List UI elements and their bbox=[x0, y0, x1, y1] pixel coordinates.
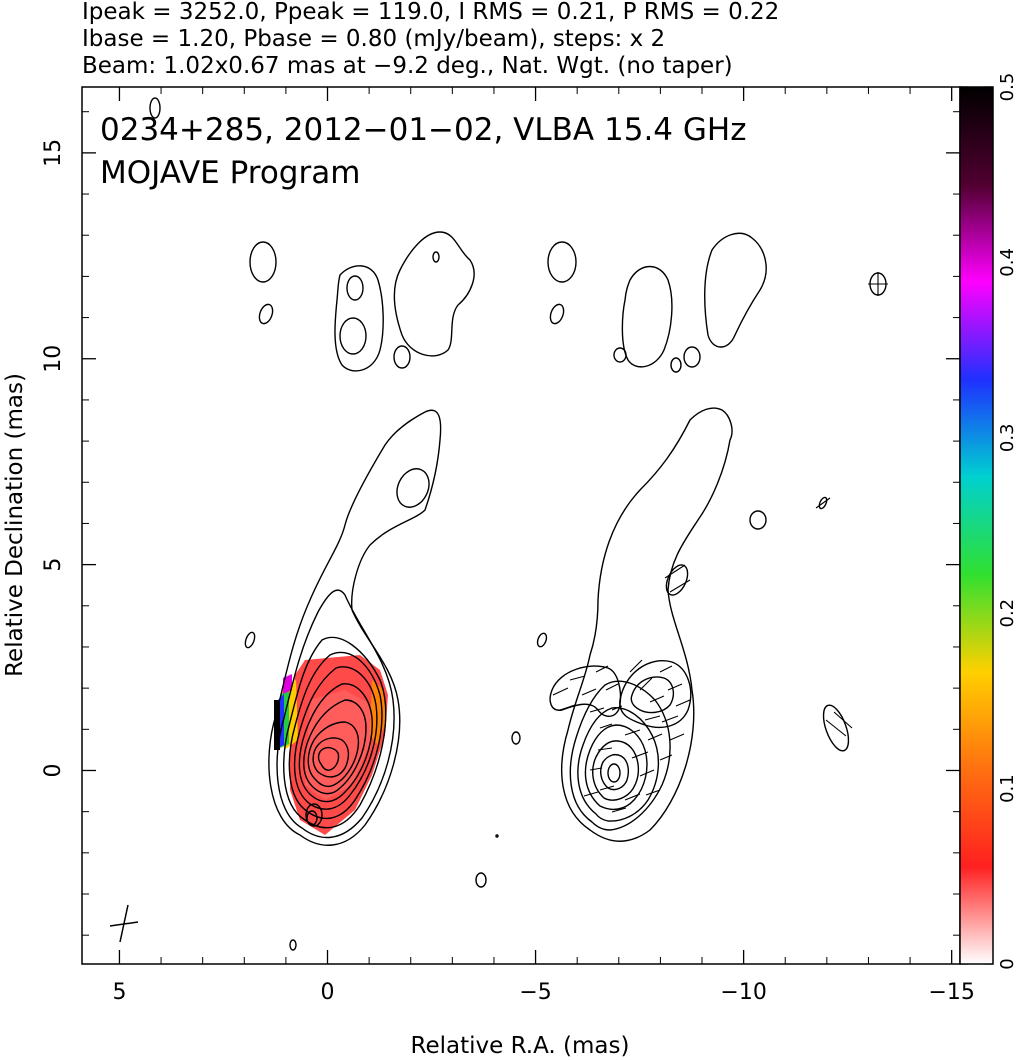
header-line-3: Beam: 1.02x0.67 mas at −9.2 deg., Nat. W… bbox=[82, 53, 733, 79]
x-tick-label: −5 bbox=[519, 980, 551, 1005]
y-axis-label: Relative Declination (mas) bbox=[2, 373, 28, 677]
axis-ticks: 5 0 −5 −10 −15 0 5 10 15 0 0.1 0.2 0.3 0.4 0.5 bbox=[41, 73, 1018, 1005]
x-tick-label: 0 bbox=[321, 980, 335, 1005]
x-tick-label: 5 bbox=[112, 980, 126, 1005]
header-line-2: Ibase = 1.20, Pbase = 0.80 (mJy/beam), s… bbox=[82, 26, 665, 52]
x-tick-label: −15 bbox=[928, 980, 974, 1005]
plot-content bbox=[109, 97, 888, 951]
header-line-1: Ipeak = 3252.0, Ppeak = 119.0, I RMS = 0… bbox=[82, 0, 779, 25]
y-tick-label: 0 bbox=[41, 763, 66, 777]
plot-frame bbox=[81, 86, 961, 965]
colorbar-tick-label: 0.2 bbox=[997, 599, 1018, 628]
x-axis-label: Relative R.A. (mas) bbox=[411, 1033, 630, 1059]
y-tick-label: 10 bbox=[41, 345, 66, 373]
total-intensity-contours bbox=[149, 97, 521, 951]
colorbar-tick-label: 0.5 bbox=[997, 73, 1018, 102]
y-tick-label: 5 bbox=[41, 558, 66, 572]
beam-marker bbox=[109, 904, 139, 943]
colorbar-tick-label: 0 bbox=[997, 958, 1018, 969]
x-tick-label: −10 bbox=[720, 980, 766, 1005]
polarization-contours bbox=[536, 232, 888, 842]
y-tick-label: 15 bbox=[41, 139, 66, 167]
source-label: 0234+285, 2012−01−02, VLBA 15.4 GHz bbox=[100, 112, 746, 148]
colorbar-tick-label: 0.3 bbox=[997, 423, 1018, 452]
colorbar bbox=[959, 86, 994, 965]
colorbar-tick-label: 0.4 bbox=[997, 248, 1018, 277]
colorbar-tick-label: 0.1 bbox=[997, 774, 1018, 803]
program-label: MOJAVE Program bbox=[100, 155, 360, 191]
